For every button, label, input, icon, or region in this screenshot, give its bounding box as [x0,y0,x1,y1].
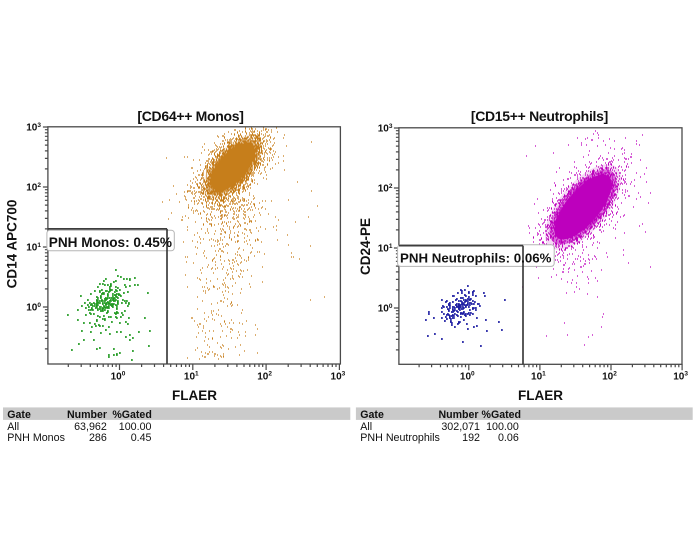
svg-text:102: 102 [26,182,41,194]
svg-text:FLAER: FLAER [172,388,217,403]
svg-text:63,962: 63,962 [74,421,107,433]
svg-text:Gate: Gate [360,409,384,421]
svg-text:Gate: Gate [7,409,31,421]
svg-text:100: 100 [378,303,393,315]
svg-text:100: 100 [460,371,475,383]
svg-text:302,071: 302,071 [441,421,480,433]
svg-text:PNH Neutrophils: 0.06%: PNH Neutrophils: 0.06% [400,250,552,265]
svg-text:[CD64++ Monos]: [CD64++ Monos] [137,108,243,124]
svg-text:FLAER: FLAER [518,388,563,403]
svg-text:192: 192 [462,432,480,444]
svg-text:[CD15++ Neutrophils]: [CD15++ Neutrophils] [471,108,608,124]
svg-text:Number: Number [438,409,478,421]
svg-text:PNH Monos: PNH Monos [7,432,65,444]
svg-text:All: All [360,421,372,433]
svg-text:100.00: 100.00 [486,421,519,433]
svg-text:101: 101 [378,243,393,255]
svg-text:CD24-PE: CD24-PE [358,218,373,275]
svg-text:103: 103 [378,123,393,135]
svg-text:101: 101 [26,242,41,254]
svg-text:103: 103 [331,371,346,383]
svg-text:0.45: 0.45 [131,432,152,444]
svg-text:100: 100 [111,371,126,383]
svg-text:PNH Neutrophils: PNH Neutrophils [360,432,440,444]
svg-text:CD14 APC700: CD14 APC700 [5,200,20,289]
svg-text:%Gated: %Gated [482,409,521,421]
svg-text:100.00: 100.00 [119,421,152,433]
svg-text:%Gated: %Gated [112,409,151,421]
svg-text:103: 103 [673,371,688,383]
svg-text:101: 101 [531,371,546,383]
svg-text:All: All [7,421,19,433]
svg-text:101: 101 [184,371,199,383]
svg-text:0.06: 0.06 [498,432,519,444]
svg-text:102: 102 [378,183,393,195]
svg-text:PNH Monos: 0.45%: PNH Monos: 0.45% [49,235,172,250]
svg-text:286: 286 [89,432,107,444]
svg-text:Number: Number [67,409,107,421]
svg-text:103: 103 [26,122,41,134]
svg-text:102: 102 [602,371,617,383]
svg-text:102: 102 [257,371,272,383]
svg-text:100: 100 [26,302,41,314]
